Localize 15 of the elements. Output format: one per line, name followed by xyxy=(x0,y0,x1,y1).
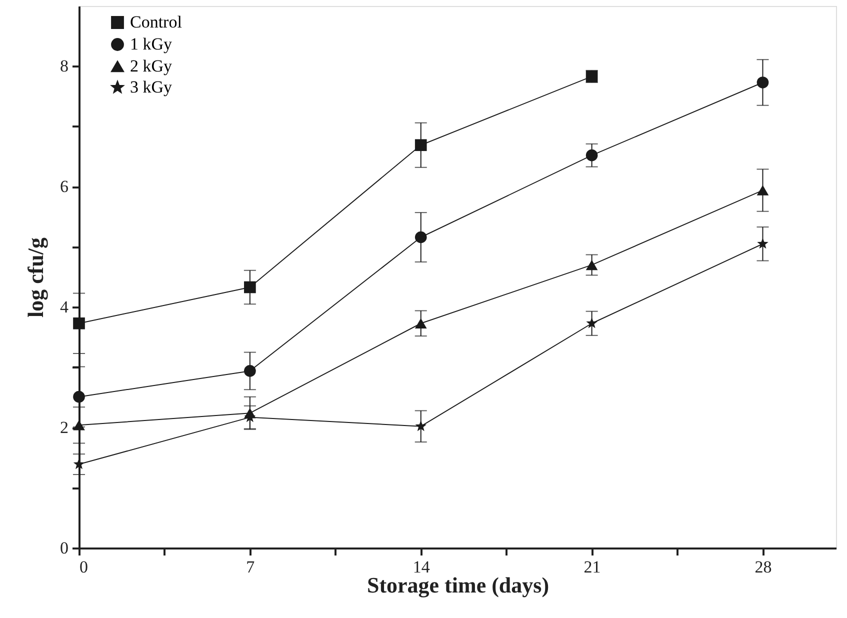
x-tick-label: 21 xyxy=(584,558,601,576)
y-tick-label: 4 xyxy=(60,298,69,317)
y-tick-label: 2 xyxy=(60,418,68,438)
y-tick-label: 0 xyxy=(60,538,68,558)
legend-label: 2 kGy xyxy=(130,56,173,76)
x-tick-label: 0 xyxy=(80,558,88,576)
legend-label: 3 kGy xyxy=(130,78,173,96)
y-axis-title: log cfu/g xyxy=(23,237,48,318)
legend-label: 1 kGy xyxy=(130,34,173,54)
legend-label: Control xyxy=(130,12,182,32)
x-tick-label: 28 xyxy=(754,558,772,576)
x-tick-label: 7 xyxy=(246,558,256,576)
point xyxy=(73,317,85,330)
y-tick-label: 6 xyxy=(60,177,68,196)
y-tick-label: 8 xyxy=(60,56,68,76)
